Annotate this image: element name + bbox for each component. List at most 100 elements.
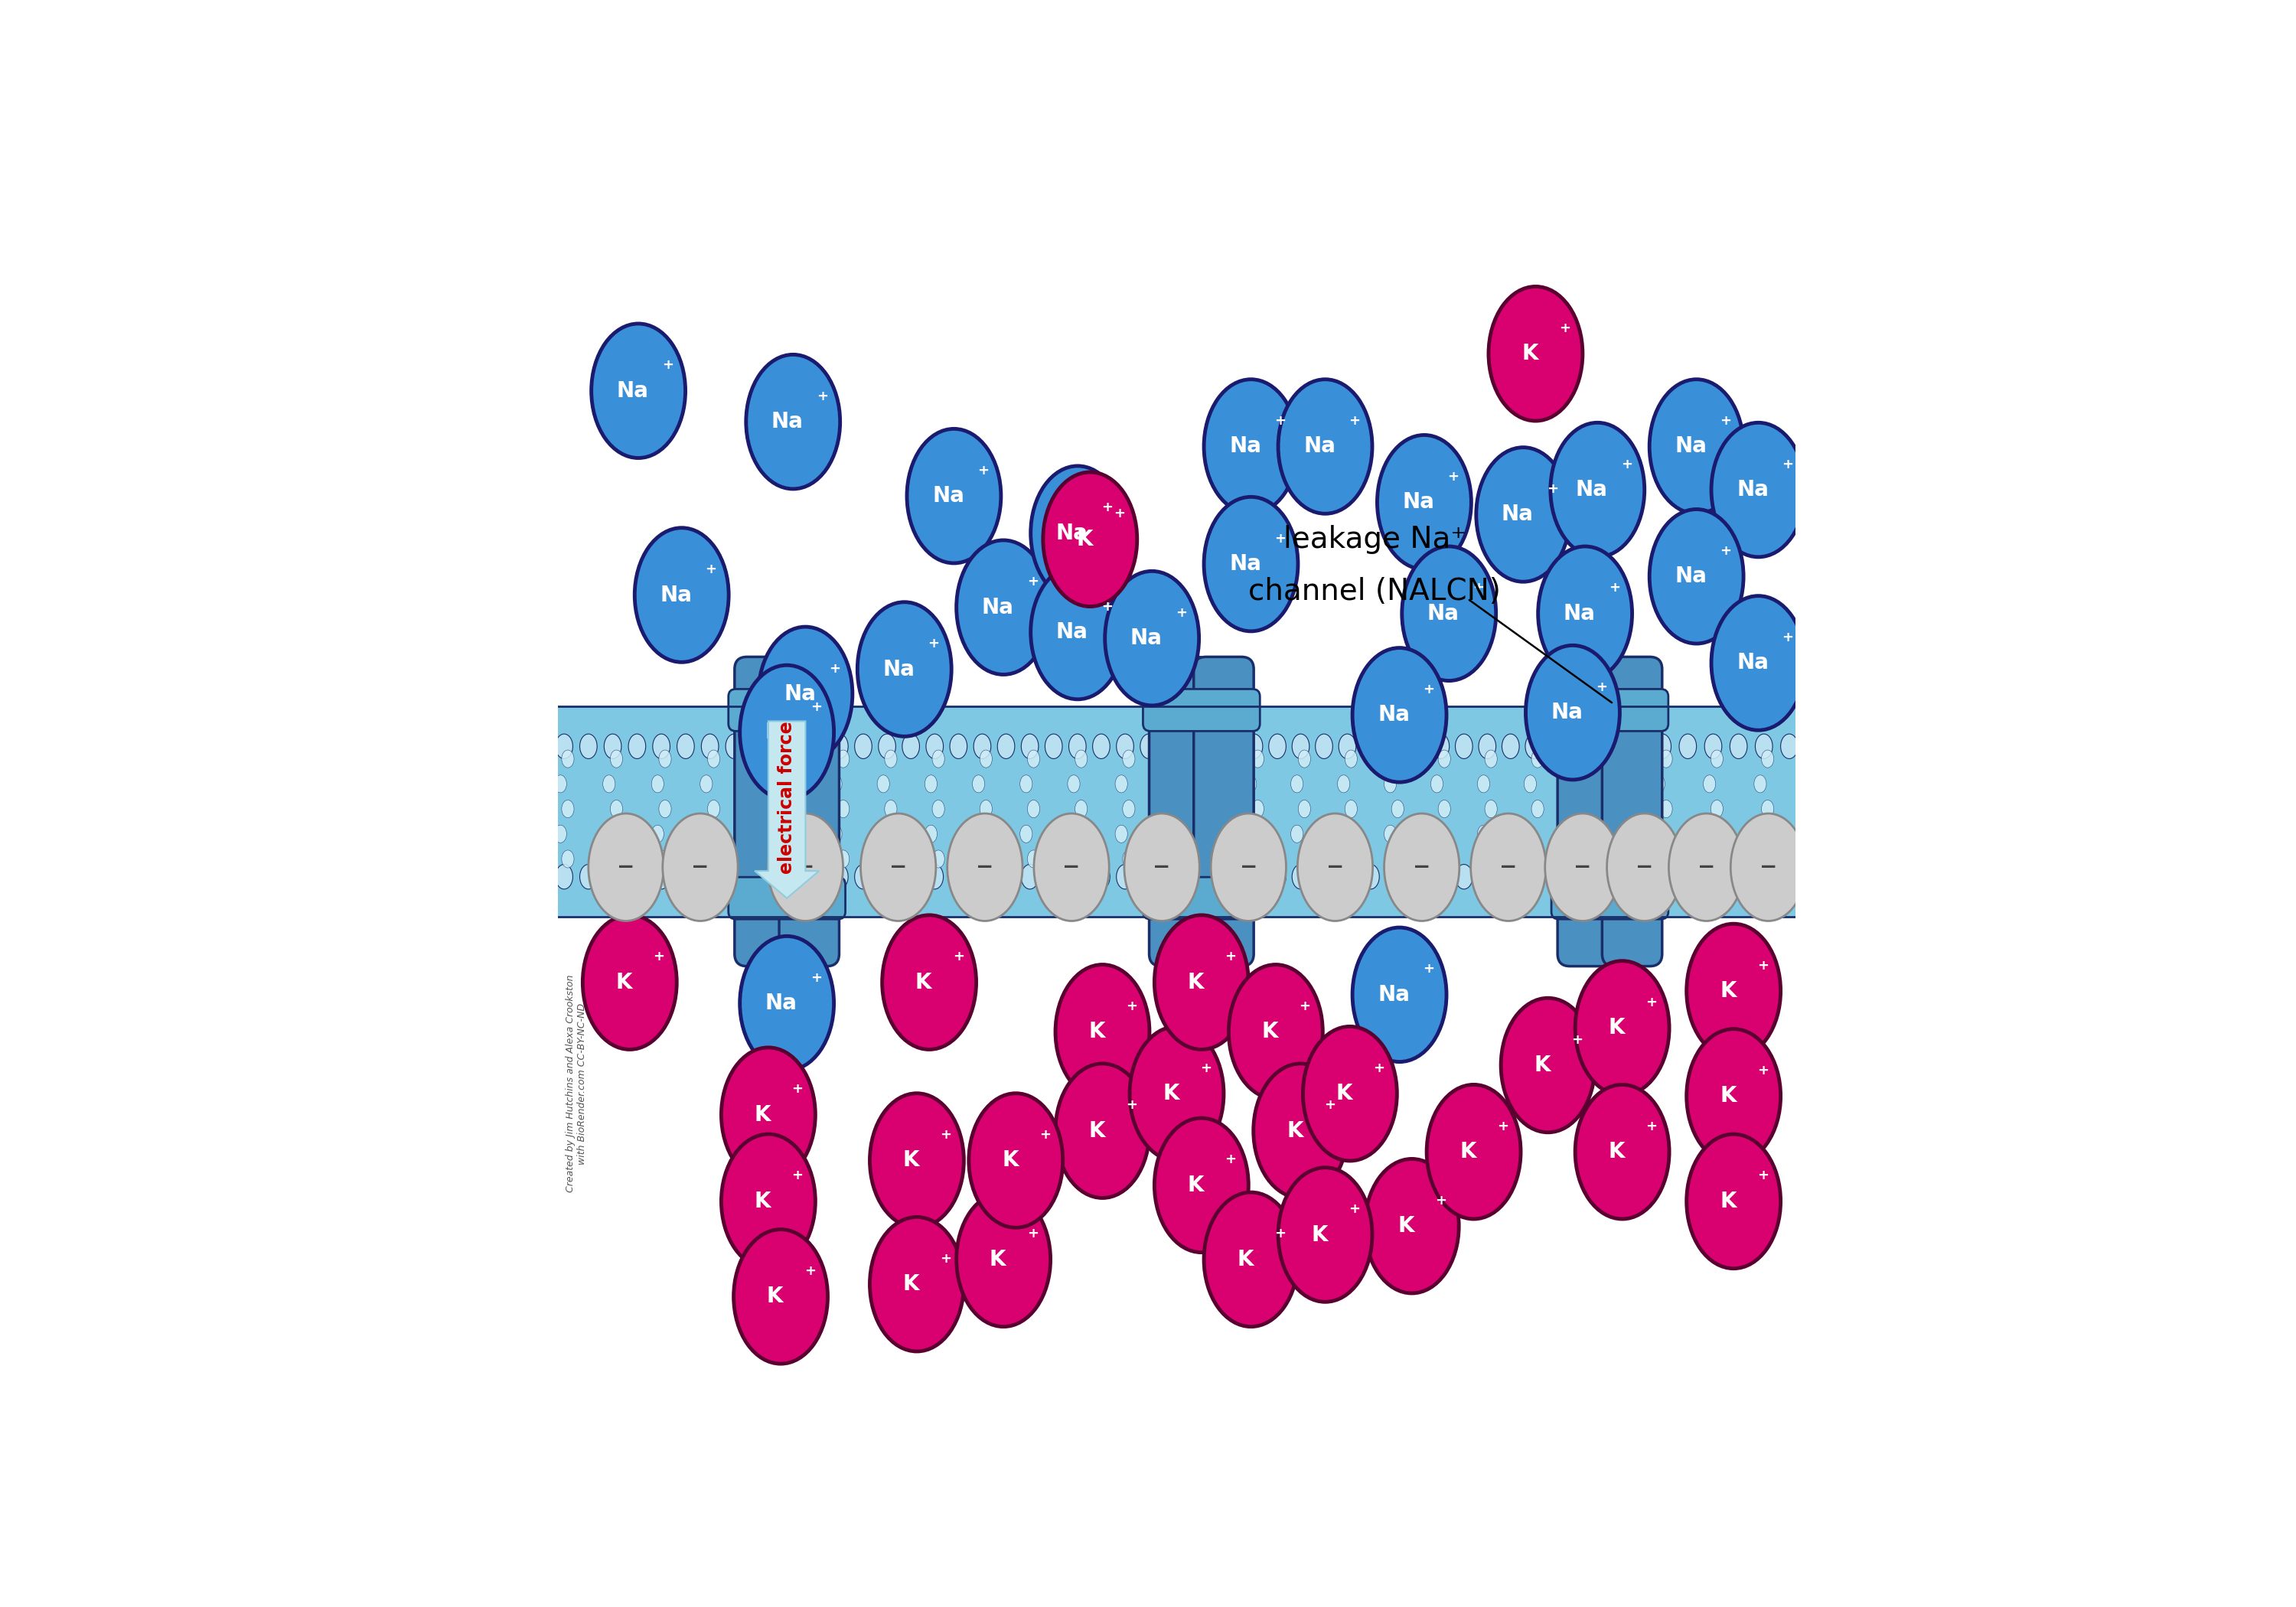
FancyBboxPatch shape: [735, 657, 794, 966]
Ellipse shape: [932, 800, 944, 818]
Ellipse shape: [1437, 850, 1451, 868]
Text: Na: Na: [765, 722, 797, 742]
Ellipse shape: [1270, 865, 1286, 889]
Text: K: K: [1187, 972, 1203, 993]
Ellipse shape: [581, 865, 597, 889]
Ellipse shape: [1104, 570, 1199, 705]
Ellipse shape: [980, 850, 992, 868]
Ellipse shape: [707, 800, 721, 818]
Text: +: +: [941, 1128, 953, 1143]
Ellipse shape: [1297, 800, 1311, 818]
Ellipse shape: [831, 734, 847, 759]
Ellipse shape: [1688, 924, 1782, 1057]
Ellipse shape: [1116, 775, 1127, 792]
Text: Na: Na: [1403, 492, 1435, 513]
Text: K: K: [902, 1149, 918, 1172]
Ellipse shape: [838, 850, 850, 868]
Text: +: +: [705, 562, 716, 577]
Ellipse shape: [996, 865, 1015, 889]
Ellipse shape: [1782, 734, 1798, 759]
Ellipse shape: [1531, 850, 1543, 868]
FancyBboxPatch shape: [1552, 877, 1669, 919]
Text: +: +: [978, 463, 990, 477]
Ellipse shape: [563, 850, 574, 868]
Ellipse shape: [1244, 824, 1256, 842]
Ellipse shape: [700, 824, 712, 842]
Ellipse shape: [1279, 1168, 1373, 1302]
Text: Na: Na: [1674, 435, 1706, 458]
Ellipse shape: [556, 865, 572, 889]
Ellipse shape: [1384, 813, 1460, 921]
Ellipse shape: [1022, 865, 1038, 889]
Ellipse shape: [1345, 800, 1357, 818]
FancyBboxPatch shape: [1143, 689, 1261, 731]
Ellipse shape: [611, 800, 622, 818]
Ellipse shape: [1075, 800, 1088, 818]
Text: +: +: [1300, 1000, 1311, 1012]
Ellipse shape: [1316, 865, 1332, 889]
Ellipse shape: [581, 734, 597, 759]
Text: +: +: [1559, 321, 1570, 336]
Ellipse shape: [925, 734, 944, 759]
Ellipse shape: [1761, 850, 1775, 868]
Text: +: +: [829, 662, 840, 675]
Ellipse shape: [1026, 800, 1040, 818]
Ellipse shape: [1123, 750, 1134, 768]
Ellipse shape: [1155, 1118, 1249, 1252]
Text: +: +: [1621, 458, 1632, 471]
Text: −: −: [691, 857, 709, 877]
Text: −: −: [976, 857, 994, 877]
Ellipse shape: [907, 429, 1001, 562]
Ellipse shape: [1472, 813, 1545, 921]
Ellipse shape: [877, 824, 889, 842]
Ellipse shape: [1761, 750, 1775, 768]
Text: +: +: [1548, 482, 1559, 497]
FancyBboxPatch shape: [1194, 657, 1254, 966]
Text: K: K: [1336, 1083, 1352, 1104]
FancyArrow shape: [755, 722, 820, 898]
Text: K: K: [1460, 1141, 1476, 1162]
Ellipse shape: [980, 750, 992, 768]
Text: K: K: [1088, 1120, 1104, 1141]
FancyBboxPatch shape: [728, 689, 845, 731]
Ellipse shape: [1410, 865, 1426, 889]
Ellipse shape: [1502, 734, 1520, 759]
Text: Na: Na: [1228, 435, 1261, 458]
FancyBboxPatch shape: [1552, 689, 1669, 731]
Ellipse shape: [1068, 824, 1079, 842]
Ellipse shape: [1352, 927, 1446, 1062]
Ellipse shape: [1426, 1085, 1520, 1220]
Text: K: K: [1077, 529, 1093, 550]
Ellipse shape: [1297, 850, 1311, 868]
Text: Na: Na: [1056, 622, 1088, 643]
Ellipse shape: [1711, 750, 1722, 768]
Ellipse shape: [629, 734, 645, 759]
Ellipse shape: [1125, 813, 1199, 921]
Text: +: +: [1026, 1228, 1038, 1241]
Text: +: +: [1424, 683, 1435, 696]
Ellipse shape: [1290, 824, 1304, 842]
Ellipse shape: [592, 323, 687, 458]
Ellipse shape: [1479, 734, 1497, 759]
Ellipse shape: [1056, 964, 1150, 1099]
Ellipse shape: [1660, 800, 1671, 818]
Text: +: +: [792, 1082, 804, 1096]
Ellipse shape: [1660, 850, 1671, 868]
Text: +: +: [1348, 1202, 1359, 1216]
Ellipse shape: [861, 813, 937, 921]
Ellipse shape: [1502, 998, 1596, 1133]
Text: K: K: [1088, 1020, 1104, 1043]
Text: Na: Na: [1130, 628, 1162, 649]
Text: K: K: [1522, 342, 1538, 365]
Ellipse shape: [1711, 850, 1722, 868]
Text: +: +: [661, 358, 673, 373]
Text: +: +: [941, 1252, 953, 1266]
Ellipse shape: [1075, 750, 1088, 768]
Text: +: +: [1114, 506, 1125, 521]
Ellipse shape: [1022, 734, 1038, 759]
Text: K: K: [1162, 1083, 1180, 1104]
Text: K: K: [1286, 1120, 1304, 1141]
Text: Na: Na: [1228, 553, 1261, 575]
Ellipse shape: [664, 813, 737, 921]
FancyBboxPatch shape: [1150, 657, 1210, 966]
